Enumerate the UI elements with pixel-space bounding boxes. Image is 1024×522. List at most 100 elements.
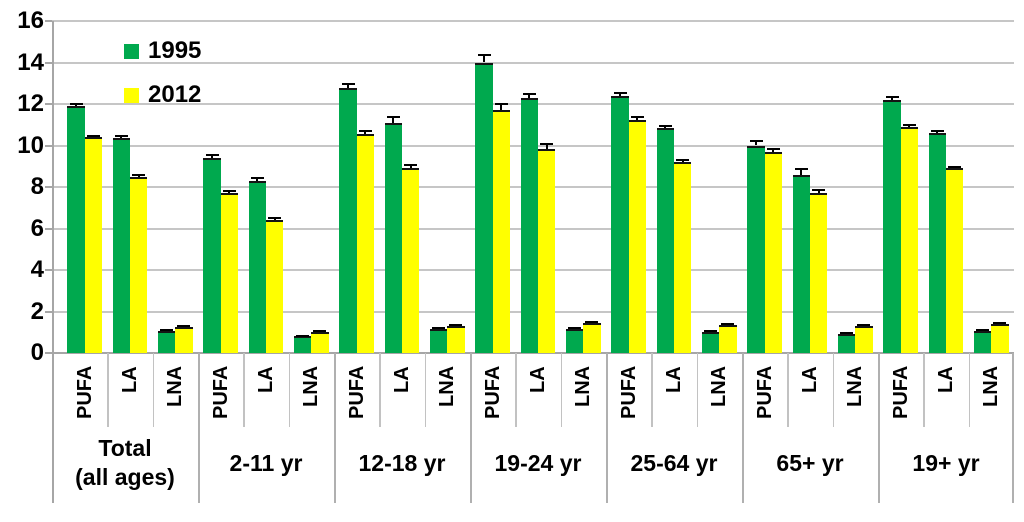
bar-1995-pufa (67, 106, 85, 353)
error-bar-cap (812, 189, 826, 192)
error-bar-cap (540, 143, 554, 146)
category-label-pufa: PUFA (753, 366, 776, 420)
error-bar-stem (392, 117, 395, 123)
error-bar-cap (205, 153, 219, 156)
y-axis-tick (45, 227, 52, 230)
y-axis-tick (45, 269, 52, 271)
category-label-lna: LNA (300, 366, 323, 408)
error-bar-cap (268, 217, 282, 220)
error-bar-cap (902, 123, 916, 126)
error-bar-cap (522, 92, 536, 95)
bar-1995-pufa (611, 95, 629, 353)
error-bar-cap (132, 173, 146, 176)
category-separator (560, 353, 563, 427)
error-bar-cap (721, 323, 735, 326)
error-bar-stem (364, 130, 367, 135)
bar-2012-pufa (84, 137, 102, 353)
bar-2012-lna (447, 326, 465, 353)
group-label: 25-64 yr (606, 427, 742, 499)
bar-1995-la (384, 122, 402, 353)
bar-1995-lna (294, 336, 312, 353)
category-label-lna: LNA (708, 366, 731, 408)
group-label-line: 19-24 yr (494, 449, 582, 476)
error-bar-cap (794, 168, 808, 171)
error-bar-stem (120, 136, 123, 139)
error-bar-cap (840, 332, 854, 335)
error-bar-cap (930, 129, 944, 132)
error-bar-cap (857, 324, 871, 327)
category-separator (787, 353, 789, 427)
y-axis-tick-label: 16 (17, 7, 44, 34)
bar-2012-pufa (900, 126, 918, 353)
bar-2012-la (674, 162, 692, 353)
category-label-pufa: PUFA (481, 366, 504, 420)
error-bar-cap (341, 83, 355, 86)
error-bar-cap (568, 326, 582, 329)
error-bar-cap (993, 322, 1007, 325)
group-separator (606, 353, 608, 503)
error-bar-cap (432, 327, 446, 330)
y-axis-tick-label: 2 (30, 297, 44, 325)
category-label-lna: LNA (436, 366, 459, 408)
error-bar-cap (948, 165, 962, 168)
y-axis-tick-label: 6 (30, 214, 44, 242)
group-label-line: 19+ yr (912, 449, 980, 476)
y-axis-tick (45, 144, 52, 147)
group-label-line: 65+ yr (776, 449, 844, 476)
x-axis-baseline (45, 352, 1014, 354)
bar-2012-lna (991, 323, 1009, 353)
gridline (52, 61, 1014, 64)
error-bar-cap (404, 164, 418, 167)
bar-2012-la (946, 168, 964, 353)
category-label-la: LA (799, 366, 821, 393)
error-bar-cap (477, 54, 491, 57)
group-separator (470, 353, 472, 503)
bar-1995-lna (430, 329, 448, 353)
error-bar-stem (908, 124, 911, 127)
bar-2012-pufa (356, 134, 374, 353)
bar-2012-lna (855, 326, 873, 353)
error-bar-cap (766, 148, 780, 151)
bar-1995-la (928, 133, 946, 353)
error-bar-cap (177, 325, 191, 328)
bar-2012-la (130, 176, 148, 353)
error-bar-stem (347, 84, 350, 89)
bar-2012-la (402, 168, 420, 353)
error-bar-cap (296, 334, 310, 337)
error-bar-stem (500, 104, 503, 111)
error-bar-cap (160, 329, 174, 332)
bar-2012-la (810, 193, 828, 353)
legend-label-2012: 2012 (148, 81, 202, 108)
category-label-lna: LNA (572, 366, 595, 408)
error-bar-stem (817, 190, 820, 194)
error-bar-stem (619, 93, 622, 96)
category-separator (243, 353, 245, 427)
error-bar-stem (755, 141, 758, 146)
y-axis-tick (45, 310, 52, 313)
error-bar-stem (891, 97, 894, 100)
group-label: Total (all ages) (52, 427, 198, 499)
y-axis-tick-label: 8 (30, 173, 44, 200)
legend: 1995 2012 (124, 28, 244, 128)
bar-1995-la (792, 174, 810, 353)
category-label-la: LA (527, 366, 549, 393)
bar-1995-pufa (475, 62, 493, 353)
category-label-pufa: PUFA (209, 366, 232, 420)
category-separator (651, 353, 653, 427)
group-label: 65+ yr (742, 427, 878, 499)
bar-1995-lna (158, 331, 176, 353)
y-axis-tick (45, 186, 52, 188)
bar-2012-pufa (492, 110, 510, 353)
error-bar-cap (494, 103, 508, 105)
category-separator (424, 353, 427, 427)
group-label-line: (all ages) (75, 464, 175, 490)
group-separator (1012, 353, 1014, 503)
category-separator (379, 353, 381, 427)
error-bar-cap (386, 116, 400, 119)
error-bar-stem (528, 93, 531, 98)
bar-1995-lna (566, 329, 584, 353)
error-bar-cap (86, 134, 100, 137)
bar-2012-la (538, 148, 556, 353)
bar-2012-lna (583, 322, 601, 353)
